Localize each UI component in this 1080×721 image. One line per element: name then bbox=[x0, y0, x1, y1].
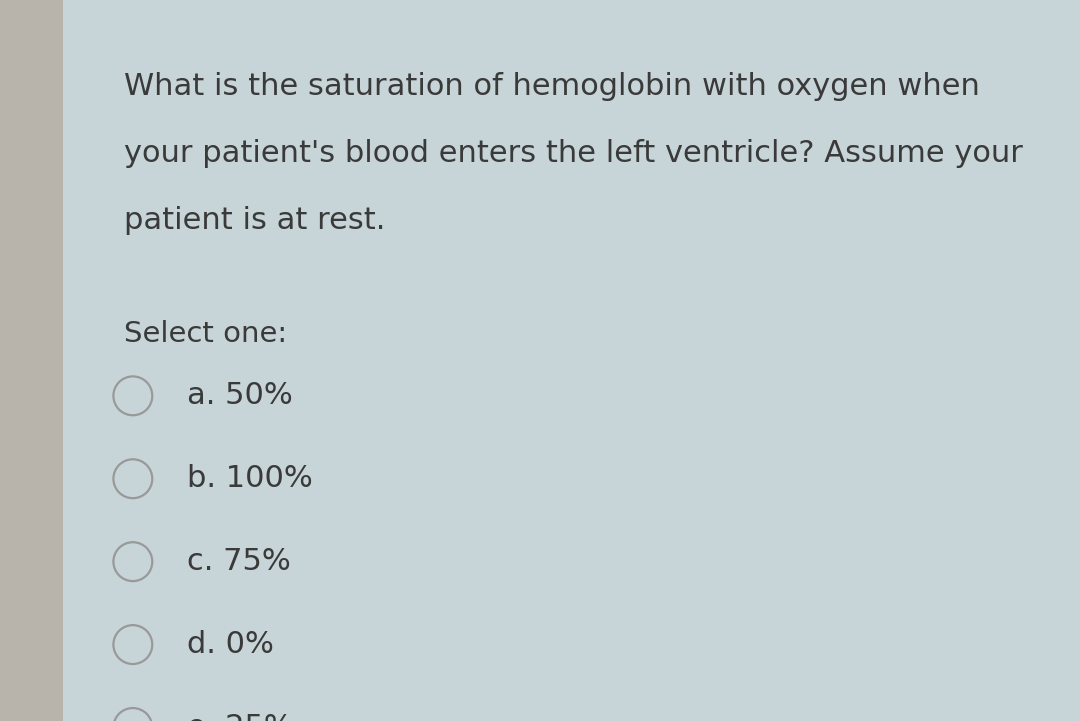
Text: e. 25%: e. 25% bbox=[187, 713, 293, 721]
Ellipse shape bbox=[113, 542, 152, 581]
Ellipse shape bbox=[113, 625, 152, 664]
Text: a. 50%: a. 50% bbox=[187, 381, 293, 410]
Ellipse shape bbox=[113, 459, 152, 498]
Text: patient is at rest.: patient is at rest. bbox=[124, 206, 386, 235]
Text: c. 75%: c. 75% bbox=[187, 547, 291, 576]
Text: Select one:: Select one: bbox=[124, 320, 287, 348]
Text: your patient's blood enters the left ventricle? Assume your: your patient's blood enters the left ven… bbox=[124, 139, 1023, 168]
Text: d. 0%: d. 0% bbox=[187, 630, 273, 659]
Ellipse shape bbox=[113, 376, 152, 415]
Ellipse shape bbox=[113, 708, 152, 721]
Text: What is the saturation of hemoglobin with oxygen when: What is the saturation of hemoglobin wit… bbox=[124, 72, 980, 101]
Bar bbox=[0, 0, 63, 721]
Text: b. 100%: b. 100% bbox=[187, 464, 312, 493]
